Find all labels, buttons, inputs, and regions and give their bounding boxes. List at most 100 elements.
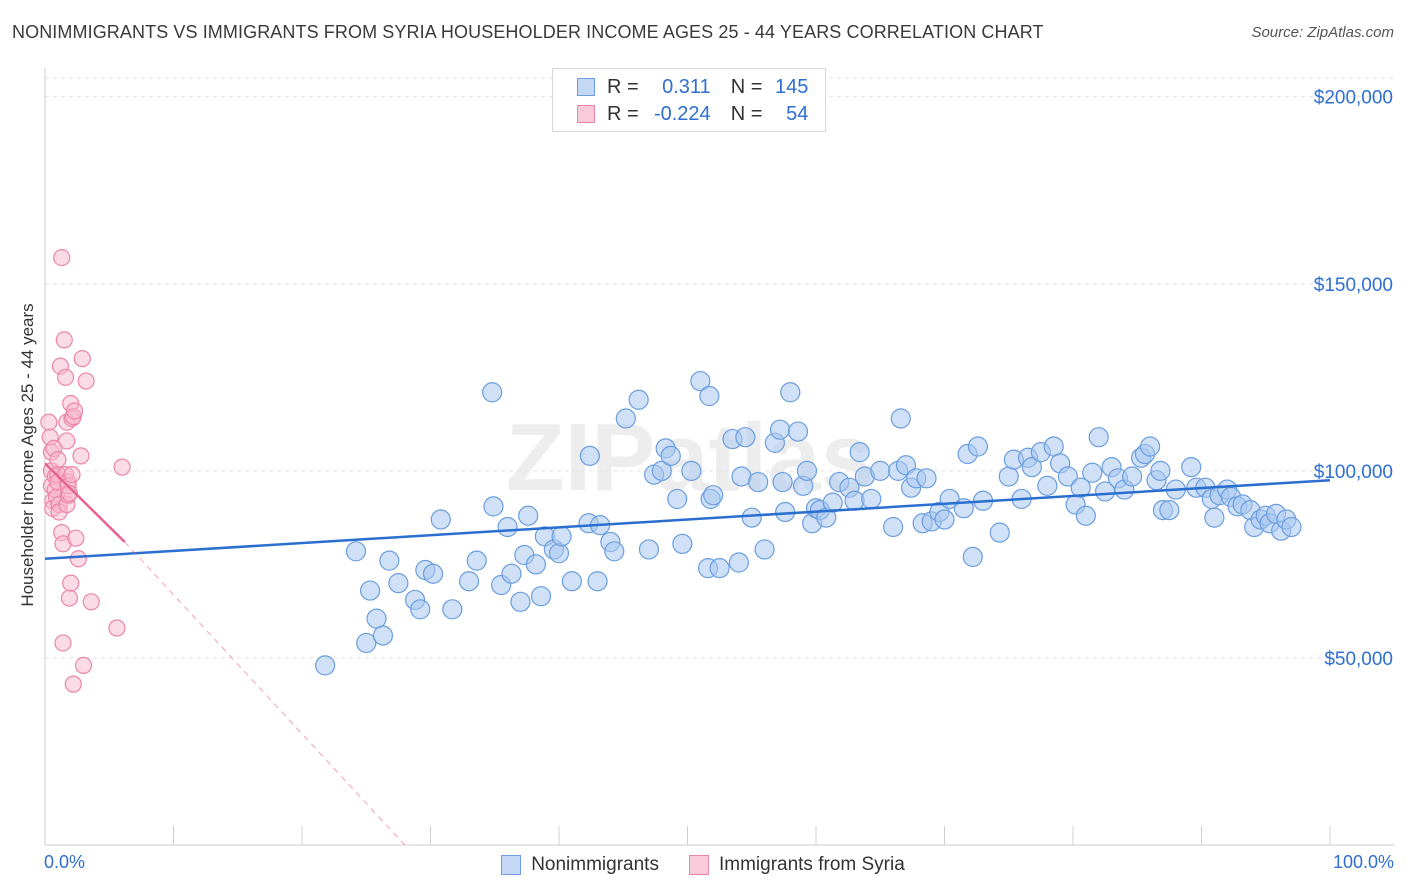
nonimmigrant-point [483, 496, 504, 517]
syria-trend-line [44, 462, 126, 543]
trend-lines [44, 462, 1331, 846]
nonimmigrant-point [1075, 505, 1096, 526]
series-legend: Nonimmigrants Immigrants from Syria [0, 850, 1406, 880]
stats-legend: R = 0.311 N = 145 R = -0.224 N = 54 [552, 68, 826, 132]
nonimmigrant-point [548, 543, 570, 564]
nonimmigrant-point [754, 539, 775, 560]
syria-point [63, 465, 81, 484]
nonimmigrant-point [360, 580, 381, 601]
syria-point [49, 451, 67, 469]
nonimmigrant-point [690, 370, 711, 392]
r-value: -0.224 [653, 102, 711, 125]
legend-swatch-blue [577, 78, 595, 96]
syria-point [64, 675, 82, 693]
nonimmigrant-point [372, 625, 394, 646]
syria-point [60, 589, 79, 607]
nonimmigrant-point [615, 408, 636, 429]
nonimmigrant-point [861, 488, 882, 510]
nonimmigrant-point [466, 550, 487, 571]
nonimmigrant-point [442, 599, 463, 620]
nonimmigrant-point [561, 571, 582, 592]
nonimmigrant-point [501, 563, 522, 584]
n-label: N = [730, 102, 763, 125]
nonimmigrant-point [890, 408, 911, 429]
nonimmigrant-point [1281, 516, 1302, 538]
nonimmigrant-point [1159, 500, 1180, 521]
legend-label: Immigrants from Syria [718, 854, 905, 875]
syria-point [54, 634, 72, 652]
nonimmigrant-point [748, 471, 769, 493]
nonimmigrant-point [638, 539, 660, 560]
nonimmigrant-point [345, 541, 367, 562]
syria-point [55, 331, 73, 349]
stats-row-syria: R = -0.224 N = 54 [577, 102, 808, 126]
legend-swatch-pink [577, 105, 595, 123]
nonimmigrant-point [989, 522, 1010, 543]
chart-title: NONIMMIGRANTS VS IMMIGRANTS FROM SYRIA H… [12, 22, 1044, 42]
syria-point [72, 447, 90, 465]
legend-item-syria[interactable]: Immigrants from Syria [688, 854, 905, 876]
syria-point [73, 350, 91, 368]
syria-point [77, 372, 95, 390]
nonimmigrant-point [579, 445, 600, 466]
nonimmigrant-point [787, 421, 809, 442]
nonimmigrant-point [1057, 466, 1078, 487]
nonimmigrant-point [1150, 460, 1171, 481]
nonimmigrant-point [410, 599, 431, 620]
nonimmigrant-point [510, 591, 531, 612]
axes [44, 68, 1395, 846]
syria-point [108, 619, 126, 637]
nonimmigrant-point [849, 442, 870, 463]
legend-swatch-pink [688, 855, 709, 875]
n-label: N = [730, 75, 763, 98]
nonimmigrant-point [482, 382, 503, 403]
nonimmigrant-point [822, 492, 843, 513]
nonimmigrant-point [796, 460, 818, 481]
nonimmigrant-point [1070, 477, 1091, 498]
x-tick-label-min: 0.0% [44, 852, 86, 872]
nonimmigrant-point [703, 485, 724, 506]
nonimmigrant-point [530, 586, 552, 607]
syria-point [62, 574, 80, 592]
nonimmigrant-point [660, 445, 681, 466]
r-label: R = [607, 75, 639, 98]
nonimmigrant-point [1082, 462, 1103, 483]
nonimmigrant-point [735, 427, 756, 448]
nonimmigrant-point [388, 572, 409, 594]
syria-point [82, 593, 100, 611]
nonimmigrant-point [882, 516, 904, 538]
nonimmigrant-point [681, 460, 702, 481]
nonimmigrant-point [699, 385, 720, 407]
nonimmigrant-point [916, 468, 937, 489]
source-label: Source: ZipAtlas.com [1251, 24, 1394, 41]
syria-point [60, 484, 79, 502]
n-value: 54 [786, 102, 809, 125]
y-tick-labels: $50,000 $100,000 $150,000 $200,000 [1314, 88, 1393, 670]
nonimmigrant-point [998, 466, 1019, 487]
nonimmigrant-point [1088, 427, 1109, 448]
nonimmigrant-point [672, 533, 693, 554]
syria-point [113, 458, 131, 476]
nonimmigrant-point [667, 488, 688, 510]
nonimmigrant-point [962, 546, 983, 568]
nonimmigrant-point [497, 516, 518, 538]
y-tick-label: $50,000 [1324, 649, 1393, 670]
nonimmigrant-point [741, 507, 762, 528]
y-tick-label: $150,000 [1314, 275, 1393, 296]
syria-point [56, 368, 75, 386]
syria-point [67, 529, 85, 547]
nonimmigrant-point [551, 526, 572, 547]
nonimmigrant-point [772, 471, 793, 493]
syria-point [65, 402, 84, 420]
watermark: ZIPatlas [506, 404, 874, 511]
nonimmigrant-point [709, 558, 730, 579]
nonimmigrant-point [1204, 507, 1225, 528]
nonimmigrant-point [1181, 457, 1202, 478]
nonimmigrant-point [769, 419, 791, 440]
legend-label: Nonimmigrants [531, 854, 659, 875]
legend-item-nonimmigrants[interactable]: Nonimmigrants [501, 854, 659, 876]
nonimmigrant-point [780, 382, 801, 403]
nonimmigrant-point [315, 655, 336, 676]
nonimmigrant-point [356, 632, 377, 654]
